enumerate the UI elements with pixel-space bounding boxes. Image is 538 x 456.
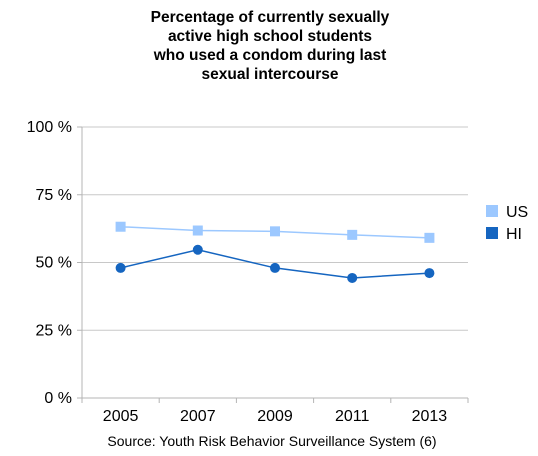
series-hi	[115, 244, 435, 283]
x-tick-label: 2011	[335, 408, 370, 425]
x-tick-label: 2013	[412, 408, 448, 425]
data-point-us	[347, 229, 358, 240]
series-us	[115, 221, 435, 243]
data-point-us	[115, 221, 126, 232]
y-tick-label: 0 %	[44, 390, 72, 407]
y-tick-labels: 0 % 25 % 50 % 75 % 100 %	[27, 119, 72, 407]
data-point-hi	[270, 262, 280, 273]
legend-swatch-hi	[486, 227, 498, 239]
legend-label-hi: HI	[506, 226, 522, 243]
y-tick-label: 100 %	[27, 119, 72, 136]
source-note: Source: Youth Risk Behavior Surveillance…	[107, 433, 436, 449]
data-point-us	[424, 232, 435, 243]
chart-title: Percentage of currently sexually active …	[150, 9, 390, 83]
y-tick-label: 25 %	[36, 322, 72, 339]
data-point-hi	[115, 262, 126, 273]
legend-label-us: US	[506, 204, 528, 221]
x-tick-label: 2007	[180, 408, 216, 425]
data-point-hi	[347, 272, 358, 283]
data-point-hi	[424, 268, 435, 279]
data-point-us	[192, 225, 203, 236]
x-tick-label: 2009	[257, 408, 293, 425]
x-tick-labels: 2005 2007 2009 2011 2013	[103, 408, 447, 425]
data-point-hi	[192, 244, 203, 255]
legend: US HI	[486, 204, 528, 243]
y-tick-label: 75 %	[36, 187, 72, 204]
axes	[77, 126, 469, 403]
series-layer	[115, 221, 435, 283]
legend-swatch-us	[486, 205, 498, 217]
x-tick-label: 2005	[103, 408, 139, 425]
y-tick-label: 50 %	[36, 255, 72, 272]
data-point-us	[270, 226, 280, 237]
